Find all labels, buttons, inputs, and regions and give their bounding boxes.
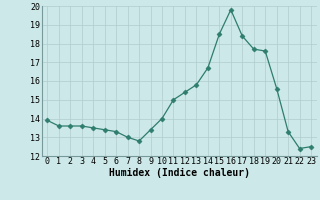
X-axis label: Humidex (Indice chaleur): Humidex (Indice chaleur) bbox=[109, 168, 250, 178]
